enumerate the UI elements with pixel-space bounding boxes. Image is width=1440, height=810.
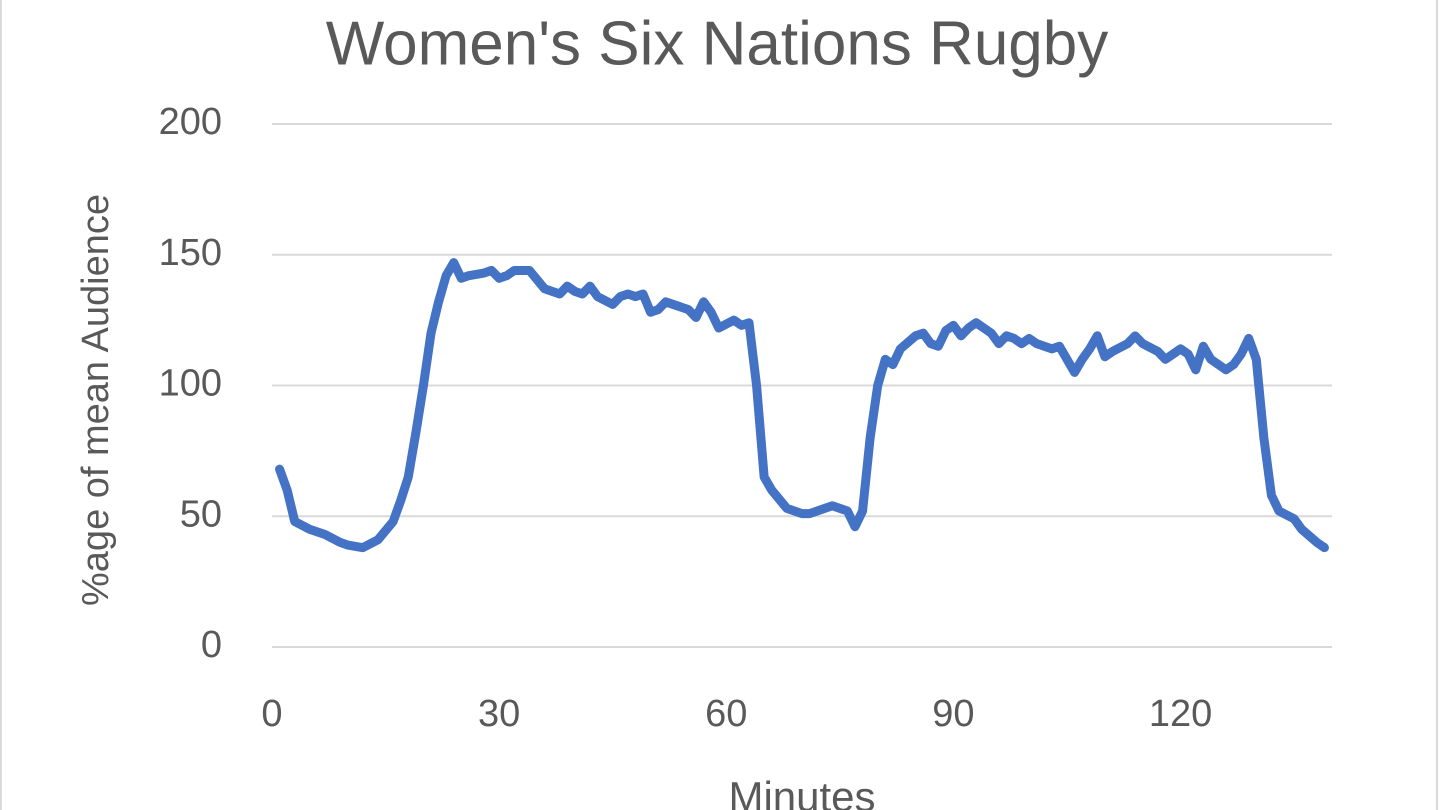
x-axis-title: Minutes [728,773,875,810]
y-tick-label: 150 [159,232,222,274]
x-tick-label: 30 [478,693,520,735]
y-tick-label: 200 [159,101,222,143]
y-tick-label: 0 [201,624,222,666]
y-tick-label: 50 [180,493,222,535]
y-tick-label: 100 [159,363,222,405]
data-line [275,258,1329,553]
x-tick-label: 120 [1149,693,1212,735]
y-axis-title: %age of mean Audience [75,194,117,606]
chart-title: Women's Six Nations Rugby [326,9,1109,78]
x-tick-label: 60 [705,693,747,735]
x-tick-label: 90 [932,693,974,735]
x-tick-label: 0 [261,693,282,735]
